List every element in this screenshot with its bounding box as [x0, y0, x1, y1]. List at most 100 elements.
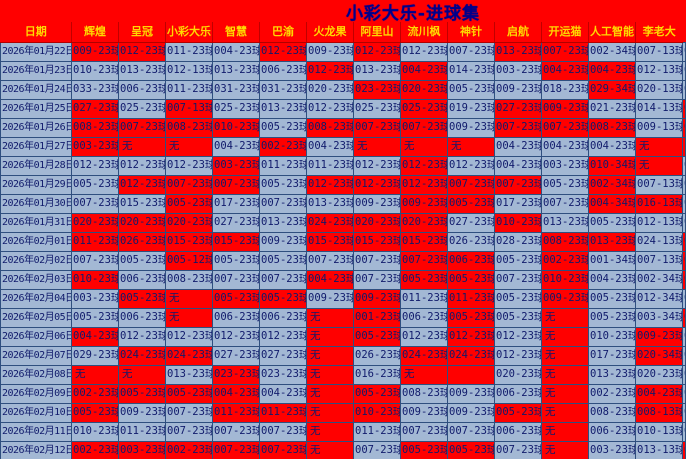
value-cell: 012-23球 [353, 41, 401, 62]
value-cell: 020-23球 [635, 364, 683, 385]
date-cell: 2026年02月12日 [0, 440, 72, 459]
value-cell: 012-13球 [635, 212, 683, 233]
value-cell: 006-23球 [259, 60, 307, 81]
column-header-1: 辉煌 [71, 22, 119, 43]
column-header-8: 流川枫 [400, 22, 448, 43]
value-cell: 013-24球 [682, 41, 686, 62]
value-cell: 007-23球 [400, 117, 448, 138]
value-cell: 无 [165, 307, 213, 328]
table-row: 2026年01月25日 027-23球 025-23球 007-13球 025-23球 0… [0, 98, 686, 119]
table-row: 2026年02月05日 005-23球 006-23球无 006-23球 006-23球… [0, 307, 686, 328]
value-cell: 005-23球 [447, 79, 495, 100]
value-cell: 005-23球 [259, 250, 307, 271]
value-cell: 021-23球 [588, 98, 636, 119]
value-cell: 无 [447, 136, 495, 157]
value-cell: 010-13球 [682, 402, 686, 423]
value-cell: 005-23球 [494, 288, 542, 309]
value-cell: 003-23球 [588, 440, 636, 459]
date-cell: 2026年01月26日 [0, 117, 72, 138]
value-cell: 004-23球 [588, 60, 636, 81]
value-cell: 007-23球 [165, 402, 213, 423]
value-cell: 014-23球 [447, 60, 495, 81]
value-cell: 007-23球 [259, 193, 307, 214]
value-cell: 010-23球 [71, 421, 119, 442]
value-cell: 002-23球 [541, 250, 589, 271]
value-cell: 005-23球 [259, 288, 307, 309]
value-cell: 无 [306, 402, 354, 423]
value-cell: 020-23球 [71, 212, 119, 233]
value-cell: 无 [306, 345, 354, 366]
value-cell: 012-23球 [165, 326, 213, 347]
value-cell: 004-23球 [541, 136, 589, 157]
value-cell: 016-13球 [635, 193, 683, 214]
value-cell: 010-23球 [71, 269, 119, 290]
value-cell: 003-23球 [71, 288, 119, 309]
value-cell: 027-23球 [212, 345, 260, 366]
value-cell: 004-23球 [212, 383, 260, 404]
value-cell: 007-23球 [447, 174, 495, 195]
value-cell: 024-23球 [165, 345, 213, 366]
value-cell: 007-23球 [541, 117, 589, 138]
value-cell: 005-23球 [71, 307, 119, 328]
value-cell: 014-13球 [635, 98, 683, 119]
table-row: 2026年02月08日无无 013-23球 023-23球 023-23球无 016-2… [0, 364, 686, 385]
value-cell: 026-23球 [118, 231, 166, 252]
date-cell: 2026年01月22日 [0, 41, 72, 62]
value-cell: 006-23球 [118, 307, 166, 328]
column-header-9: 神针 [447, 22, 495, 43]
column-header-12: 人工智能 [588, 22, 636, 43]
value-cell: 003-23球 [541, 155, 589, 176]
value-cell: 002-23球 [71, 383, 119, 404]
table-row: 2026年02月02日 007-23球 005-23球 005-12球 005-23球 0… [0, 250, 686, 271]
value-cell: 024-13球 [682, 98, 686, 119]
date-cell: 2026年01月27日 [0, 136, 72, 157]
value-cell: 019-23球 [447, 98, 495, 119]
value-cell: 020-23球 [165, 212, 213, 233]
value-cell: 017-13球 [682, 364, 686, 385]
date-cell: 2026年01月25日 [0, 98, 72, 119]
value-cell: 011-23球 [447, 288, 495, 309]
table-row: 2026年02月11日 010-23球 011-23球 007-23球 007-23球 0… [0, 421, 686, 442]
column-header-4: 智慧 [212, 22, 260, 43]
value-cell: 009-23球 [447, 402, 495, 423]
date-cell: 2026年02月11日 [0, 421, 72, 442]
value-cell: 011-23球 [71, 231, 119, 252]
value-cell: 009-23球 [306, 41, 354, 62]
date-cell: 2026年02月10日 [0, 402, 72, 423]
value-cell: 013-24球 [682, 60, 686, 81]
value-cell: 012-23球 [400, 155, 448, 176]
value-cell: 无 [541, 307, 589, 328]
value-cell: 004-23球 [306, 136, 354, 157]
value-cell: 010-23球 [588, 326, 636, 347]
table-row: 2026年02月06日 004-23球 012-23球 012-23球 012-23球 0… [0, 326, 686, 347]
value-cell: 028-23球 [494, 231, 542, 252]
value-cell: 011-23球 [259, 402, 307, 423]
value-cell: 010-34球 [588, 155, 636, 176]
value-cell: 012-23球 [353, 174, 401, 195]
column-header-0: 日期 [0, 22, 72, 43]
value-cell: 025-23球 [400, 98, 448, 119]
value-cell: 007-23球 [71, 193, 119, 214]
value-cell: 005-23球 [588, 288, 636, 309]
date-cell: 2026年02月03日 [0, 269, 72, 290]
table-row: 2026年01月30日 007-23球 015-23球 005-23球 017-23球 0… [0, 193, 686, 214]
date-cell: 2026年01月29日 [0, 174, 72, 195]
value-cell: 012-23球 [118, 326, 166, 347]
date-cell: 2026年02月06日 [0, 326, 72, 347]
value-cell: 005-23球 [494, 250, 542, 271]
table-row: 2026年01月26日 008-23球 007-23球 008-23球 010-23球 0… [0, 117, 686, 138]
value-cell: 005-23球 [71, 174, 119, 195]
value-cell: 004-23球 [212, 41, 260, 62]
value-cell: 013-23球 [588, 231, 636, 252]
value-cell: 011-23球 [259, 155, 307, 176]
value-cell: 009-23球 [71, 41, 119, 62]
date-cell: 2026年01月28日 [0, 155, 72, 176]
value-cell: 033-23球 [71, 79, 119, 100]
value-cell: 008-13球 [682, 383, 686, 404]
value-cell: 009-23球 [541, 98, 589, 119]
header-row: 日期 辉煌 呈冠 小彩大乐 智慧 巴渝 火龙果 阿里山 流川枫 神针 启航 开运猫 人工智能 李老大 [0, 22, 686, 43]
value-cell: 024-23球 [400, 345, 448, 366]
value-cell: 005-23球 [541, 174, 589, 195]
value-cell: 027-23球 [212, 212, 260, 233]
value-cell: 023-23球 [212, 364, 260, 385]
